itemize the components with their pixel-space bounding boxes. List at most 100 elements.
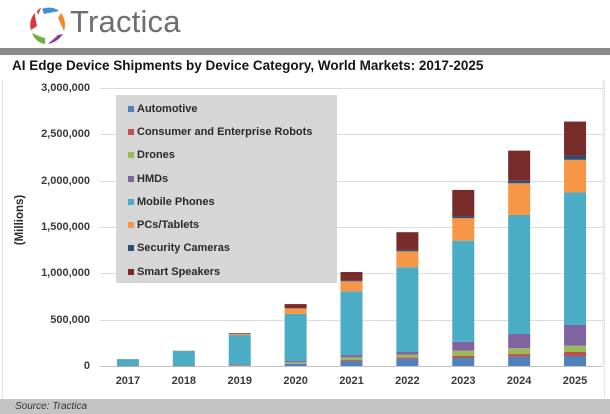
y-tick-label: 2,000,000 (41, 174, 90, 187)
bar-segment-2021-pcs-tablets (340, 281, 363, 292)
bar-segment-2023-hmds (452, 341, 475, 351)
legend-item-smart-speakers: Smart Speakers (128, 265, 220, 279)
bar-segment-2024-pcs-tablets (508, 183, 531, 215)
bar-segment-2023-consumer-and-enterprise-robots (452, 355, 475, 359)
bar-segment-2024-automotive (508, 356, 531, 366)
legend-label: PCs/Tablets (137, 219, 200, 231)
bar-segment-2020-mobile-phones (284, 313, 307, 361)
legend-swatch (128, 129, 134, 135)
bar-segment-2022-consumer-and-enterprise-robots (396, 357, 419, 359)
bar-segment-2025-automotive (564, 355, 587, 366)
legend-label: HMDs (137, 173, 169, 185)
y-tick-label: 3,000,000 (41, 82, 90, 94)
bar-segment-2023-pcs-tablets (452, 218, 475, 241)
y-tick-label: 2,500,000 (41, 128, 90, 141)
bar-segment-2023-mobile-phones (452, 240, 475, 342)
bar-segment-2022-smart-speakers (396, 232, 419, 250)
legend-label: Drones (137, 149, 175, 161)
bar-segment-2024-smart-speakers (508, 150, 531, 181)
bar-segment-2025-hmds (564, 324, 587, 346)
legend-label: Smart Speakers (137, 266, 221, 278)
x-tick-label: 2018 (171, 375, 197, 387)
bar-segment-2020-smart-speakers (284, 304, 307, 309)
legend-swatch (128, 199, 134, 205)
legend-item-robots: Consumer and Enterprise Robots (128, 125, 312, 139)
y-tick-label: 1,000,000 (41, 267, 90, 280)
bar-segment-2024-mobile-phones (508, 214, 531, 335)
x-tick-label: 2023 (451, 375, 476, 387)
bar-segment-2022-automotive (396, 358, 419, 366)
bar-segment-2022-mobile-phones (396, 267, 419, 353)
bar-segment-2020-automotive (284, 363, 307, 366)
legend: Automotive Consumer and Enterprise Robot… (116, 95, 337, 283)
source-text: Source: Tractica (15, 401, 88, 412)
bar-segment-2020-pcs-tablets (284, 308, 307, 314)
bar-segment-2025-smart-speakers (564, 121, 587, 156)
x-tick-label: 2020 (283, 375, 308, 387)
logo-petal (48, 34, 63, 44)
bar-segment-2024-drones (508, 348, 531, 355)
legend-swatch (128, 222, 134, 228)
y-tick-label: 0 (83, 360, 90, 372)
x-tick-label: 2022 (395, 375, 420, 387)
bar-segment-2021-smart-speakers (340, 272, 363, 281)
legend-swatch (128, 269, 134, 275)
bar-segment-2025-pcs-tablets (564, 159, 587, 193)
bar-segment-2025-consumer-and-enterprise-robots (564, 352, 587, 356)
x-tick-label: 2019 (227, 375, 252, 387)
logo-text: Tractica (70, 4, 181, 39)
bar-segment-2019-pcs-tablets (228, 333, 251, 336)
y-axis-title: (Millions) (14, 194, 26, 246)
legend-item-drones: Drones (128, 148, 175, 162)
logo-petal (30, 13, 37, 30)
bar-segment-2021-security-cameras (340, 280, 363, 282)
bar-segment-2025-security-cameras (564, 155, 587, 160)
legend-label: Security Cameras (137, 242, 230, 254)
legend-swatch (128, 106, 134, 112)
bar-segment-2021-consumer-and-enterprise-robots (340, 360, 363, 361)
logo-petal (37, 8, 41, 15)
x-tick-label: 2025 (562, 375, 588, 387)
legend-item-mobile-phones: Mobile Phones (128, 195, 215, 209)
legend-item-hmds: HMDs (128, 172, 168, 186)
bar-segment-2019-mobile-phones (228, 335, 251, 365)
x-tick-label: 2021 (339, 375, 364, 387)
bar-segment-2025-drones (564, 345, 587, 353)
x-tick-label: 2024 (506, 375, 532, 387)
header-divider (0, 48, 610, 55)
bar-segment-2021-automotive (340, 361, 363, 366)
source-bar: Source: Tractica (0, 399, 610, 414)
bar-segment-2022-pcs-tablets (396, 251, 419, 268)
bar-segment-2022-security-cameras (396, 249, 419, 252)
bar-segment-2018-mobile-phones (172, 350, 195, 366)
bar-segment-2021-drones (340, 357, 363, 361)
bar-segment-2021-mobile-phones (340, 291, 363, 356)
bar-segment-2024-hmds (508, 334, 531, 349)
bar-segment-2023-smart-speakers (452, 189, 475, 217)
x-tick-label: 2017 (115, 375, 141, 387)
bar-segment-2023-drones (452, 350, 475, 356)
bar-segment-2024-consumer-and-enterprise-robots (508, 354, 531, 357)
bar-segment-2022-drones (396, 354, 419, 358)
bar-segment-2017-mobile-phones (116, 359, 139, 366)
legend-item-pcs-tablets: PCs/Tablets (128, 218, 199, 232)
logo-petal (32, 33, 45, 44)
bar-segment-2023-automotive (452, 358, 475, 366)
legend-label: Mobile Phones (137, 196, 215, 208)
legend-swatch (128, 245, 134, 251)
legend-label: Automotive (137, 103, 198, 115)
bar-segment-2022-hmds (396, 352, 419, 355)
bar-segment-2020-hmds (284, 361, 307, 363)
y-tick-label: 1,500,000 (41, 221, 90, 233)
bar-segment-2021-hmds (340, 355, 363, 358)
logo-petal (42, 7, 59, 14)
legend-label: Consumer and Enterprise Robots (137, 126, 313, 138)
legend-item-security-cameras: Security Cameras (128, 241, 230, 255)
logo-petal (58, 13, 65, 31)
bar-segment-2020-drones (284, 362, 307, 364)
bar-segment-2025-mobile-phones (564, 192, 587, 325)
legend-item-automotive: Automotive (128, 102, 198, 116)
bar-segment-2023-security-cameras (452, 216, 475, 219)
legend-swatch (128, 176, 134, 182)
y-tick-label: 500,000 (50, 313, 90, 326)
